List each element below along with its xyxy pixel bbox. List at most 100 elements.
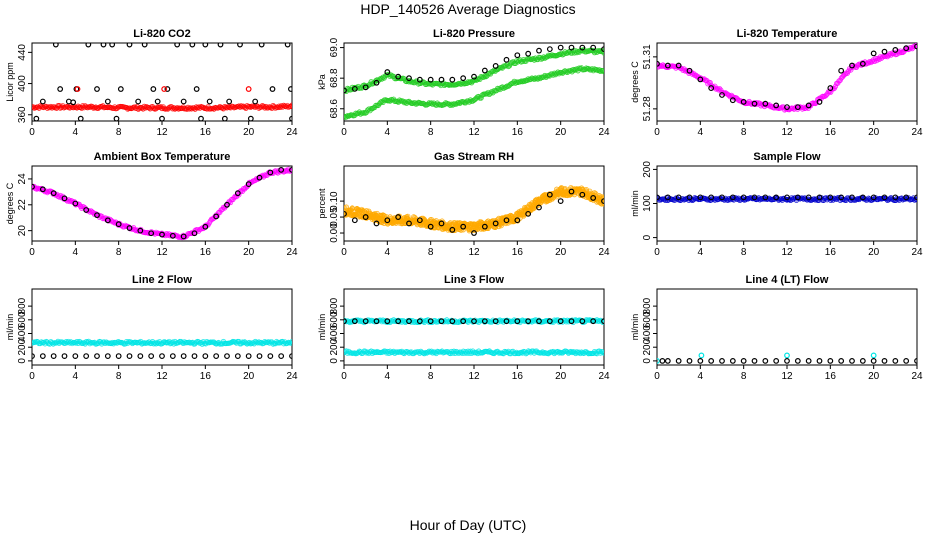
data-point [838,67,845,74]
y-axis-label: degrees C [5,182,15,224]
data-point [193,86,200,92]
x-tick-label: 20 [555,371,567,382]
data-point [289,166,292,173]
data-point [351,217,358,224]
data-point [202,223,209,230]
x-tick-label: 12 [468,247,480,258]
data-point [267,353,274,359]
data-point [206,98,213,105]
data-point [438,318,445,325]
data-point [237,43,243,48]
y-tick-label: 0 [329,358,340,364]
data-point [870,194,877,201]
x-tick-label: 8 [428,371,434,382]
data-point [557,198,564,205]
data-point [180,98,187,105]
data-point [657,60,660,67]
panel-title: Li-820 Temperature [737,28,838,40]
data-point [590,318,597,325]
x-tick-label: 4 [385,127,391,138]
series-2 [32,353,292,359]
y-tick-label: 68.8 [329,68,340,88]
x-tick-label: 12 [781,247,793,258]
panel-title: Li-820 CO2 [133,28,190,40]
data-point [137,227,144,234]
data-point [729,97,736,104]
panel-title: Sample Flow [753,151,821,163]
data-point [267,169,274,176]
data-point [471,73,477,80]
data-point [384,69,391,75]
data-point [481,67,488,74]
x-tick-label: 16 [200,127,212,138]
data-point [83,207,90,213]
data-marks [344,44,604,120]
data-point [914,357,917,364]
data-point [395,318,402,325]
data-point [159,353,165,359]
data-point [191,353,198,359]
panel-7: Line 2 Flow 0 4 8 12 16 20 24 0 200400600800ml/mi… [5,274,298,382]
data-point [226,98,233,105]
data-point [838,357,845,364]
series-2 [344,188,604,236]
data-point [881,48,888,55]
data-point [278,166,285,173]
panel-title: Line 2 Flow [132,274,192,286]
panel-2: Li-820 Pressure 0 4 8 12 16 20 24 68.6 68.8 69.0 kP… [317,28,610,138]
data-point [657,194,660,201]
y-tick-label: 68.6 [329,99,340,119]
data-point [362,214,369,220]
data-point [914,194,917,201]
data-point [180,353,187,359]
data-point [373,220,380,227]
x-tick-label: 20 [868,127,880,138]
data-point [503,56,510,63]
data-point [675,357,682,364]
data-point [427,76,434,83]
y-tick-label: 800 [642,297,653,314]
data-point [395,73,402,80]
data-point [686,194,693,201]
x-tick-label: 20 [868,247,880,258]
x-tick-label: 4 [698,247,704,258]
x-tick-label: 8 [116,127,122,138]
x-tick-label: 8 [116,371,122,382]
data-point [104,98,111,105]
y-tick-label: 200 [17,338,28,355]
data-marks [657,43,917,113]
data-point [83,353,90,359]
data-point [698,352,705,359]
data-point [180,233,187,240]
y-tick-label: 0.05 [329,207,340,227]
data-point [32,183,35,190]
x-tick-label: 0 [29,127,35,138]
data-point [784,357,790,364]
panel-4: Ambient Box Temperature 0 4 8 12 16 20 24 20 22 24… [5,151,298,258]
y-tick-label: 0 [642,358,653,364]
data-point [794,104,801,111]
data-point [568,188,575,195]
panel-title: Line 3 Flow [444,274,504,286]
x-tick-label: 12 [781,127,793,138]
data-point [686,357,693,364]
data-point [849,194,855,201]
data-point [427,223,434,230]
data-point [416,76,423,83]
data-point [148,230,155,237]
data-point [590,195,597,201]
panel-title: Li-820 Pressure [433,28,515,40]
data-point [471,318,477,325]
data-point [141,43,148,48]
data-point [870,357,877,364]
data-point [373,318,380,325]
data-point [664,194,671,201]
data-point [289,115,292,121]
x-tick-label: 8 [428,247,434,258]
x-tick-label: 24 [598,371,610,382]
data-point [174,43,181,48]
data-marks [344,317,604,357]
x-tick-label: 16 [512,247,524,258]
data-point [481,318,488,325]
data-point [52,43,59,48]
